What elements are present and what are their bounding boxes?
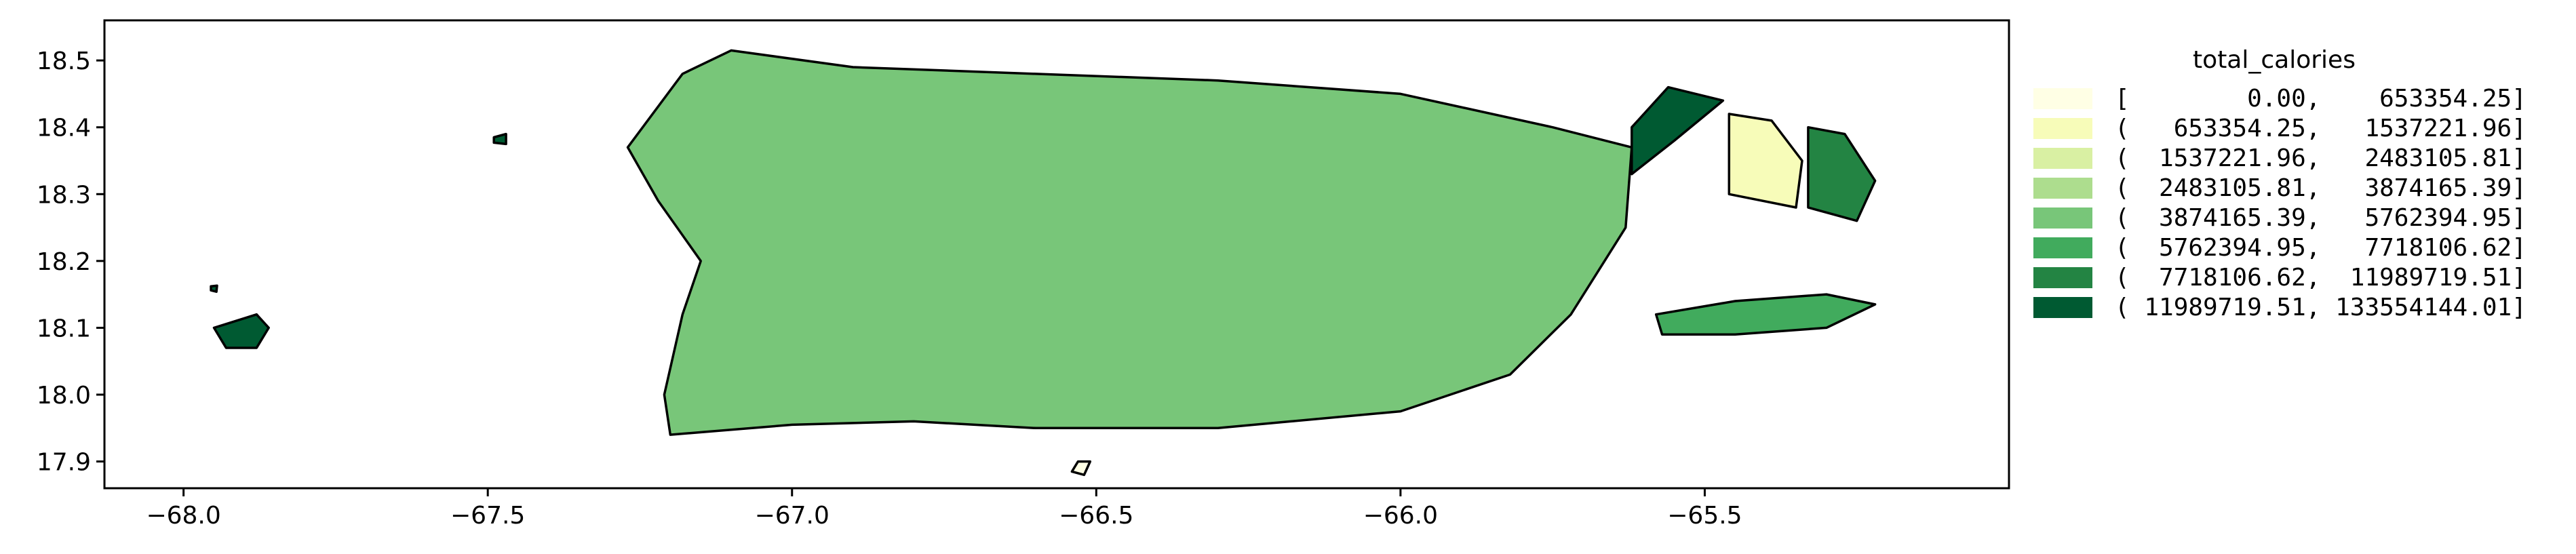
- map-regions: [211, 50, 1875, 475]
- legend-label: ( 2483105.81, 3874165.39]: [2115, 174, 2526, 202]
- legend-label: ( 653354.25, 1537221.96]: [2115, 115, 2526, 142]
- legend-title: total_calories: [2193, 46, 2356, 74]
- legend-swatch: [2033, 237, 2092, 258]
- x-tick-label: −68.0: [146, 502, 220, 530]
- legend-swatch: [2033, 267, 2092, 288]
- x-axis: −68.0 −67.5 −67.0 −66.5 −66.0 −65.5: [146, 488, 1742, 530]
- legend-label: ( 1537221.96, 2483105.81]: [2115, 144, 2526, 172]
- legend: total_calories [ 0.00, 653354.25]( 65335…: [2033, 46, 2526, 321]
- x-tick-label: −67.5: [450, 502, 525, 530]
- legend-swatch: [2033, 207, 2092, 229]
- y-axis: 17.9 18.0 18.1 18.2 18.3 18.4 18.5: [37, 47, 104, 476]
- y-tick-label: 18.1: [37, 315, 91, 342]
- legend-swatch: [2033, 88, 2092, 109]
- region-main-island: [628, 50, 1632, 435]
- region-east-cay-east: [1808, 127, 1875, 221]
- region-mona-island: [214, 315, 269, 348]
- region-vieques-island: [1656, 294, 1875, 334]
- y-tick-label: 18.0: [37, 382, 91, 410]
- y-tick-label: 18.4: [37, 115, 91, 142]
- region-east-cay-west: [1729, 114, 1802, 207]
- x-tick-label: −66.5: [1059, 502, 1133, 530]
- legend-label: ( 11989719.51, 133554144.01]: [2115, 294, 2526, 321]
- legend-swatch: [2033, 178, 2092, 199]
- y-tick-label: 17.9: [37, 449, 91, 477]
- x-tick-label: −67.0: [755, 502, 830, 530]
- legend-label: ( 7718106.62, 11989719.51]: [2115, 264, 2526, 292]
- legend-swatch: [2033, 148, 2092, 169]
- x-tick-label: −66.0: [1363, 502, 1438, 530]
- legend-label: [ 0.00, 653354.25]: [2115, 85, 2526, 113]
- y-tick-label: 18.2: [37, 248, 91, 276]
- region-monito-island: [211, 285, 217, 292]
- legend-label: ( 3874165.39, 5762394.95]: [2115, 204, 2526, 232]
- region-culebra-island: [1632, 87, 1723, 174]
- y-tick-label: 18.3: [37, 181, 91, 209]
- region-caja-de-muerto: [1072, 462, 1090, 475]
- legend-label: ( 5762394.95, 7718106.62]: [2115, 234, 2526, 262]
- legend-swatch: [2033, 118, 2092, 139]
- y-tick-label: 18.5: [37, 47, 91, 75]
- legend-swatch: [2033, 297, 2092, 318]
- x-tick-label: −65.5: [1667, 502, 1742, 530]
- region-desecheo-island: [494, 134, 506, 144]
